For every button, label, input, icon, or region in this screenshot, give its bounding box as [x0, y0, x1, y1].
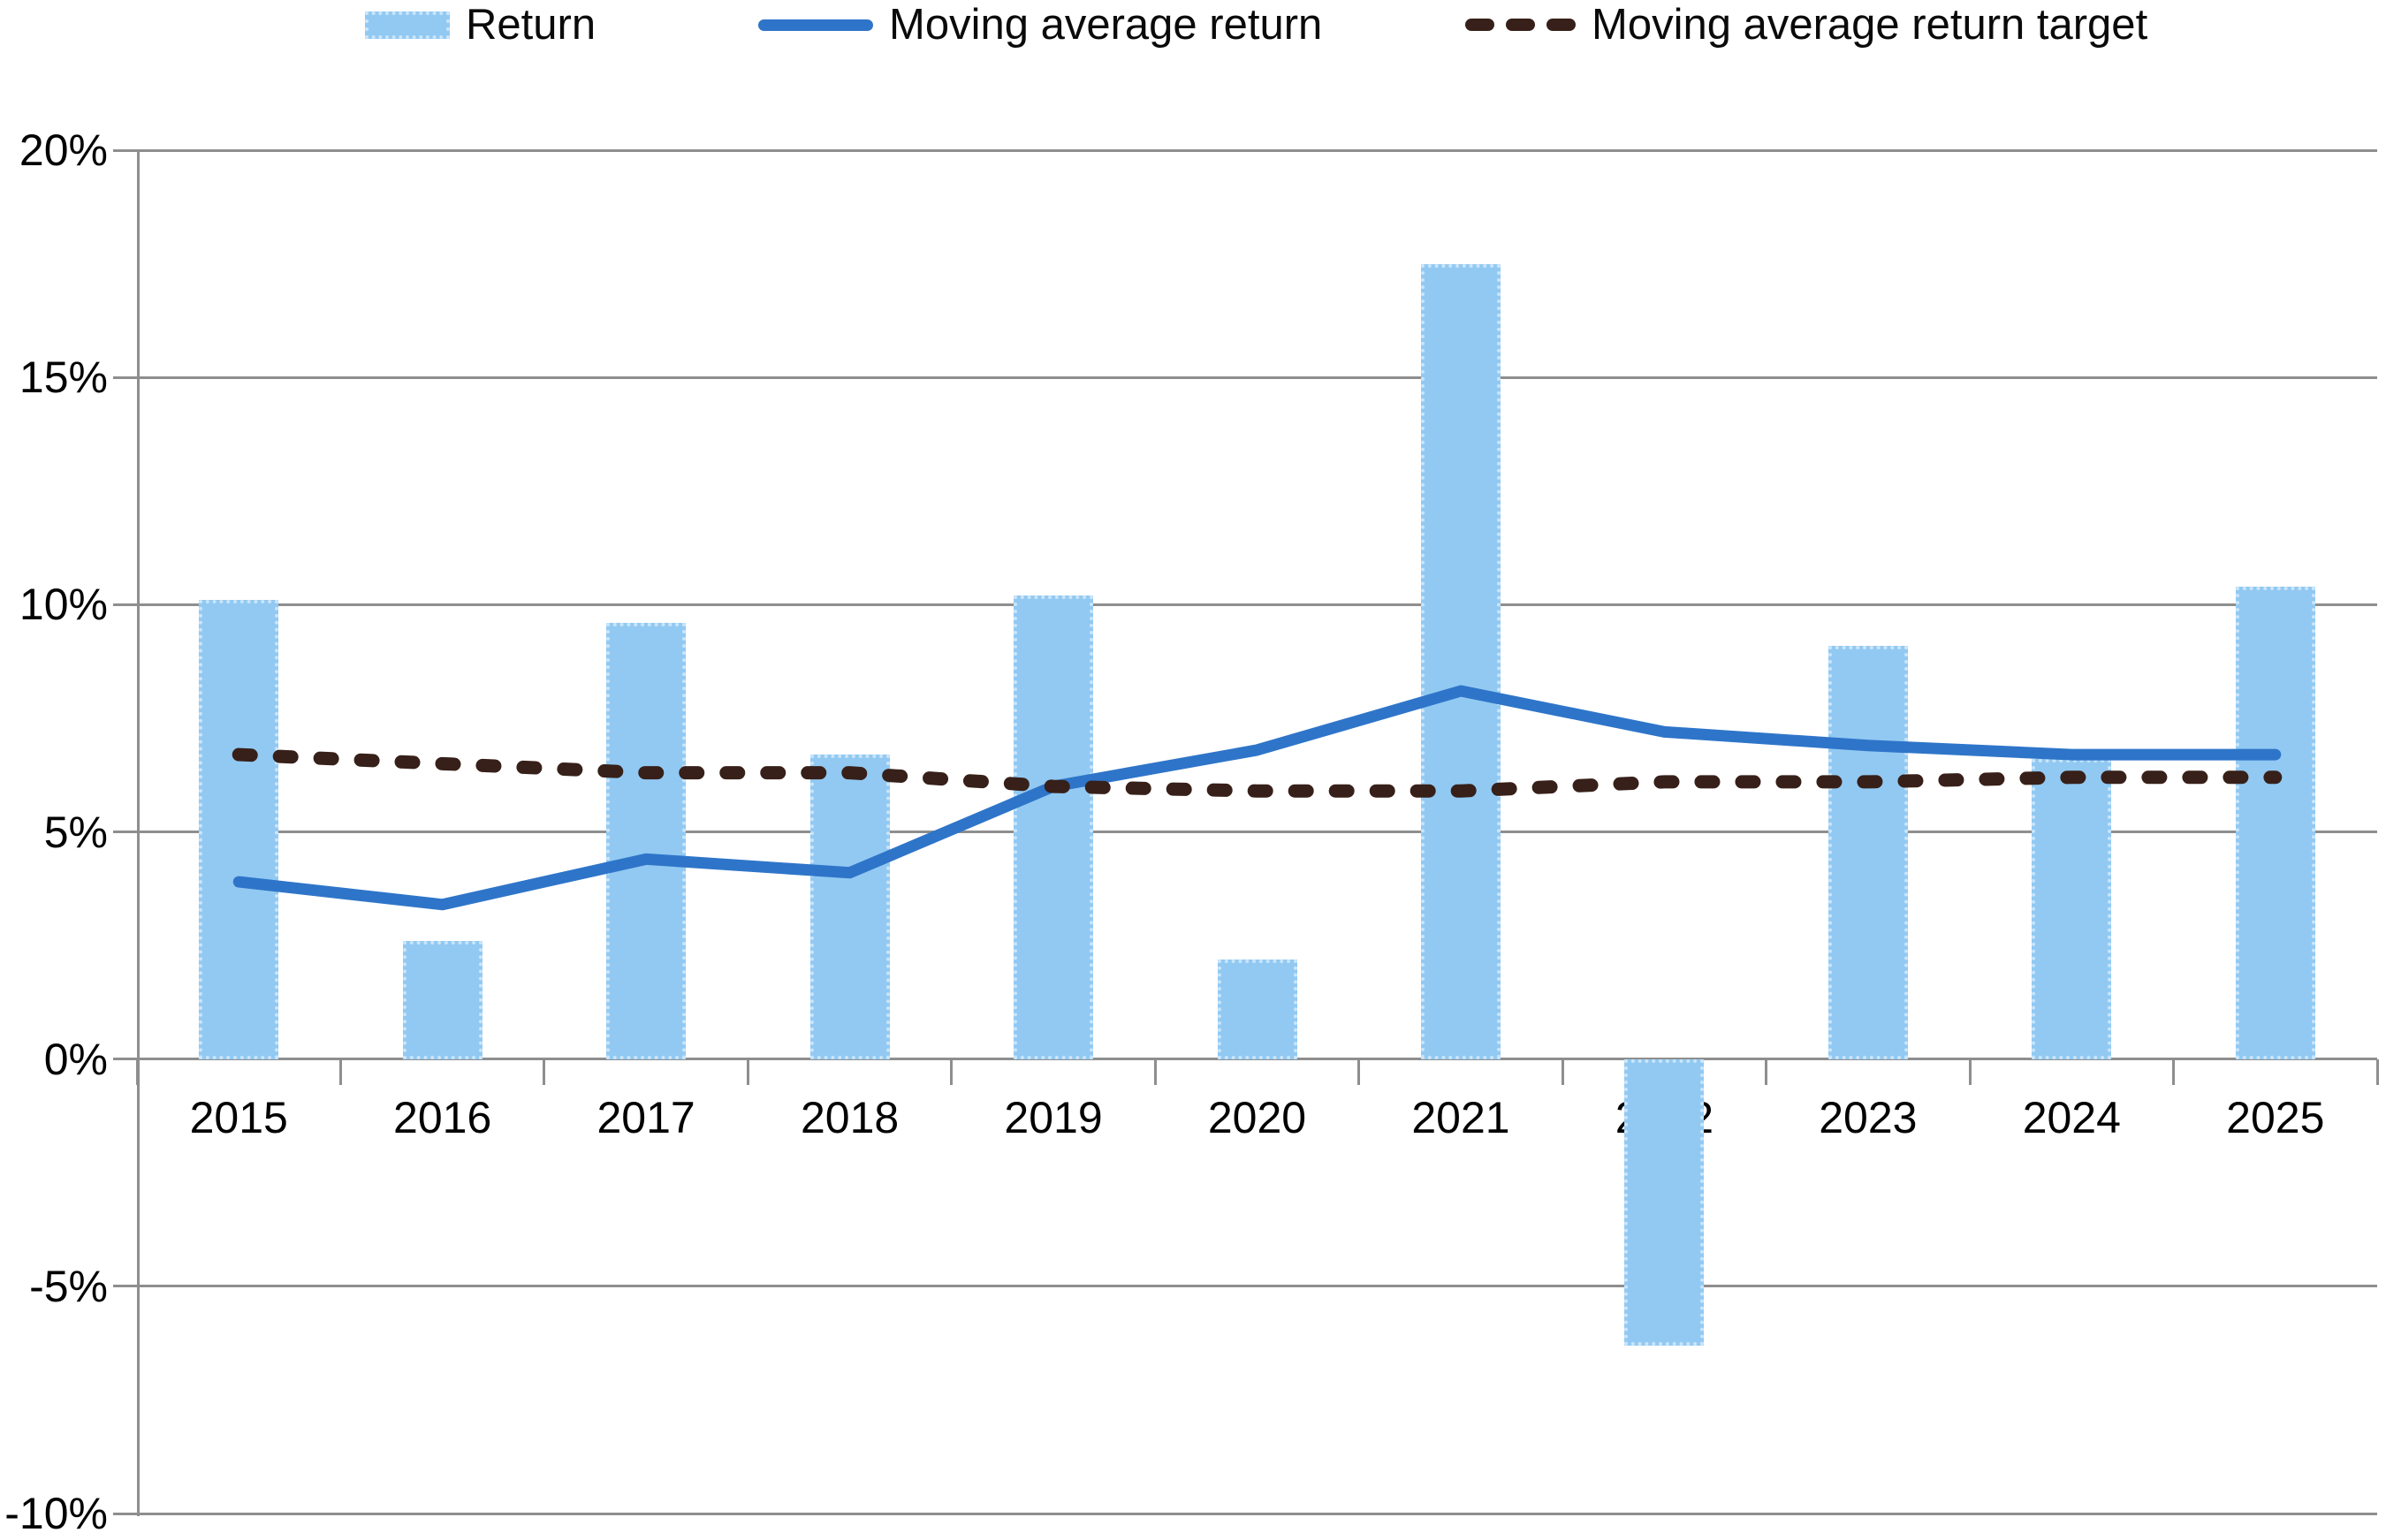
moving-average-line-swatch-icon	[758, 19, 873, 31]
y-axis-tick	[113, 376, 137, 379]
bar-2016	[402, 940, 483, 1059]
bar-2019	[1014, 596, 1094, 1059]
x-axis-tick	[950, 1058, 954, 1085]
legend-label-return: Return	[466, 1, 596, 49]
x-axis-tick	[543, 1058, 546, 1085]
x-axis-label-2023: 2023	[1819, 1092, 1918, 1142]
x-axis-tick	[338, 1058, 342, 1085]
x-axis-tick	[1561, 1058, 1564, 1085]
y-axis-tick	[113, 831, 137, 833]
y-axis-tick	[113, 1285, 137, 1288]
x-axis-tick	[1357, 1058, 1361, 1085]
bar-2023	[1827, 645, 1908, 1059]
legend-item-moving-average-return-target: Moving average return target	[1465, 0, 2147, 49]
x-axis-tick	[1765, 1058, 1768, 1085]
x-axis-label-2020: 2020	[1207, 1092, 1307, 1142]
bar-2018	[809, 755, 890, 1059]
x-axis-tick	[746, 1058, 749, 1085]
target-dash-swatch-icon	[1465, 19, 1576, 31]
moving-average-return-line	[232, 685, 2282, 911]
bar-2020	[1217, 959, 1297, 1059]
gridline-10%	[137, 603, 2377, 606]
y-axis-line	[137, 150, 140, 1516]
x-axis-label-2015: 2015	[189, 1092, 288, 1142]
bar-2024	[2032, 759, 2112, 1059]
bar-2017	[606, 622, 687, 1059]
y-axis-label-5%: 5%	[43, 807, 108, 857]
x-axis-label-2019: 2019	[1004, 1092, 1103, 1142]
legend-item-return: Return	[365, 0, 596, 49]
x-axis-tick	[2375, 1058, 2379, 1085]
bar-2021	[1420, 263, 1501, 1059]
y-axis-label-15%: 15%	[19, 353, 108, 403]
x-axis-label-2024: 2024	[2022, 1092, 2121, 1142]
bar-2015	[199, 600, 279, 1059]
y-axis-label--5%: -5%	[29, 1261, 108, 1311]
y-axis-tick	[113, 603, 137, 606]
bar-2022	[1624, 1058, 1705, 1346]
y-axis-label-10%: 10%	[19, 580, 108, 630]
x-axis-label-2016: 2016	[393, 1092, 492, 1142]
gridline-0%	[137, 1058, 2377, 1061]
x-axis-tick	[1153, 1058, 1157, 1085]
x-axis-label-2025: 2025	[2226, 1092, 2325, 1142]
gridline--10%	[137, 1512, 2377, 1515]
bar-2025	[2235, 586, 2315, 1059]
gridline-20%	[137, 148, 2377, 152]
return-bar-swatch-icon	[365, 11, 450, 39]
y-axis-tick	[113, 1058, 137, 1061]
y-axis-label-0%: 0%	[43, 1034, 108, 1084]
gridline-15%	[137, 376, 2377, 379]
y-axis-tick	[113, 148, 137, 152]
y-axis-label-20%: 20%	[19, 125, 108, 175]
moving-average-return-target-line	[232, 747, 2283, 798]
legend-label-moving-average-return: Moving average return	[889, 1, 1323, 49]
x-axis-label-2018: 2018	[800, 1092, 900, 1142]
x-axis-tick	[135, 1058, 139, 1085]
x-axis-tick	[1968, 1058, 1972, 1085]
y-axis-tick	[113, 1512, 137, 1515]
x-axis-label-2017: 2017	[596, 1092, 695, 1142]
legend-label-moving-average-return-target: Moving average return target	[1592, 1, 2148, 49]
x-axis-tick	[2172, 1058, 2176, 1085]
gridline--5%	[137, 1285, 2377, 1288]
y-axis-label--10%: -10%	[4, 1489, 108, 1538]
legend-item-moving-average-return: Moving average return	[758, 0, 1322, 49]
x-axis-label-2021: 2021	[1411, 1092, 1510, 1142]
